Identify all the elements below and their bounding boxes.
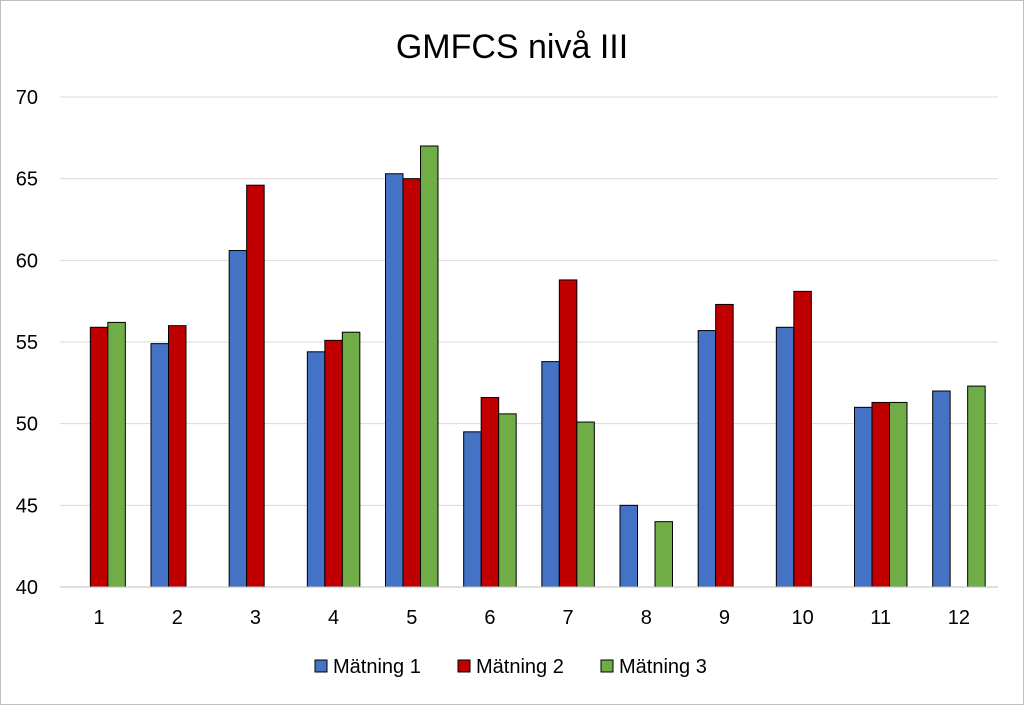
x-tick-label: 1: [94, 607, 105, 629]
bar-1-8: [619, 504, 638, 588]
bar-3-8: [654, 521, 673, 588]
legend-swatch-3: [600, 659, 614, 673]
legend-swatch-1: [314, 659, 328, 673]
bar-2-9: [715, 303, 734, 588]
y-tick-label: 40: [16, 577, 38, 599]
bar-3-1: [107, 321, 126, 588]
bars: [89, 145, 986, 588]
bar-2-1: [89, 326, 109, 588]
x-tick-label: 11: [870, 607, 891, 629]
bar-2-2: [168, 325, 187, 588]
x-tick-label: 6: [484, 607, 495, 629]
legend: Mätning 1 Mätning 2 Mätning 3: [314, 656, 707, 678]
bar-2-6: [480, 397, 500, 588]
bar-1-10: [775, 326, 795, 588]
legend-label-1: Mätning 1: [333, 656, 421, 678]
x-tick-label: 4: [328, 607, 339, 629]
legend-label-2: Mätning 2: [476, 656, 564, 678]
bar-3-4: [341, 331, 361, 588]
x-axis-ticks: 1 2 3 4 5 6 7 8 9 10 11 12: [94, 607, 971, 629]
bar-2-7: [558, 279, 578, 588]
y-tick-label: 55: [16, 332, 38, 354]
chart-title: GMFCS nivå III: [396, 28, 628, 66]
bar-3-11: [889, 401, 908, 588]
x-tick-label: 12: [948, 607, 970, 629]
x-tick-label: 10: [791, 607, 813, 629]
bar-3-12: [967, 385, 986, 588]
gridlines: [60, 96, 998, 506]
y-tick-label: 45: [16, 495, 38, 517]
y-tick-label: 70: [16, 87, 38, 109]
bar-1-6: [463, 431, 482, 588]
bar-1-2: [150, 343, 169, 588]
y-tick-label: 60: [16, 250, 38, 272]
x-tick-label: 9: [719, 607, 730, 629]
x-tick-label: 5: [406, 607, 417, 629]
bar-1-4: [306, 351, 326, 588]
x-tick-label: 8: [641, 607, 652, 629]
bar-2-5: [402, 178, 421, 588]
bar-1-3: [228, 250, 248, 588]
x-tick-label: 3: [250, 607, 261, 629]
y-tick-label: 65: [16, 169, 38, 191]
bar-1-11: [854, 406, 873, 588]
bar-1-12: [932, 390, 951, 588]
bar-2-10: [793, 290, 812, 588]
bar-2-11: [871, 401, 890, 588]
bar-2-4: [324, 339, 343, 588]
y-axis-ticks: 40 45 50 55 60 65 70: [16, 87, 38, 599]
bar-1-5: [385, 173, 404, 588]
x-tick-label: 2: [172, 607, 183, 629]
bar-1-9: [697, 330, 717, 588]
bar-1-7: [541, 361, 560, 588]
x-tick-label: 7: [563, 607, 574, 629]
bar-3-5: [420, 145, 439, 588]
y-tick-label: 50: [16, 414, 38, 436]
legend-label-3: Mätning 3: [619, 656, 707, 678]
bar-3-6: [498, 413, 517, 588]
legend-swatch-2: [457, 659, 471, 673]
bar-2-3: [246, 184, 265, 588]
bar-3-7: [576, 421, 595, 588]
